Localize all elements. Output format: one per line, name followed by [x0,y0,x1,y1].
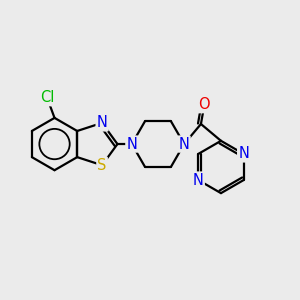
Text: N: N [193,172,204,188]
Text: N: N [179,136,190,152]
Text: S: S [98,158,107,173]
Text: N: N [238,146,249,161]
Text: O: O [199,97,210,112]
Text: N: N [126,136,137,152]
Text: N: N [97,116,107,130]
Text: Cl: Cl [40,90,54,105]
